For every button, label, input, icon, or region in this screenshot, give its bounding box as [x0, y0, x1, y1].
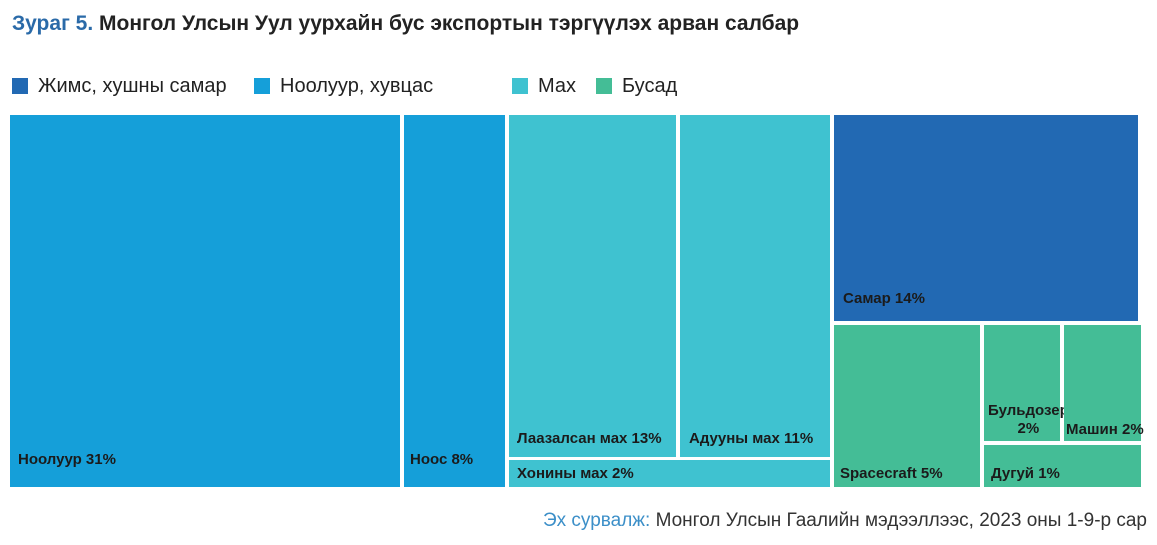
source-text: Монгол Улсын Гаалийн мэдээллээс, 2023 он…: [655, 510, 1147, 531]
figure-number: Зураг 5.: [12, 12, 94, 35]
legend-label-meat: Мах: [538, 74, 577, 97]
treemap-tile-7: [834, 325, 980, 487]
legend-swatch-nuts: [12, 78, 28, 94]
legend-label-nuts: Жимс, хушны самар: [38, 74, 227, 97]
legend-item-meat: Мах: [512, 74, 576, 98]
treemap-tile-label-line: 2%: [1017, 420, 1040, 437]
treemap-tile-3: [509, 115, 676, 457]
chart-title-text: Монгол Улсын Уул уурхайн бус экспортын т…: [99, 12, 800, 35]
treemap-tile-9: [1064, 325, 1141, 441]
source-label: Эх сурвалж:: [542, 510, 651, 531]
legend-swatch-meat: [512, 78, 528, 94]
treemap-tile-label-2: Ноос 8%: [410, 451, 474, 468]
chart-title: Зураг 5. Монгол Улсын Уул уурхайн бус эк…: [12, 12, 799, 36]
treemap-tile-label-3: Лаазалсан мах 13%: [517, 430, 662, 447]
treemap-tile-5: [509, 460, 830, 487]
treemap-tile-2: [404, 115, 505, 487]
treemap-tile-6: [834, 115, 1138, 321]
treemap-tile-label-9: Машин 2%: [1066, 421, 1144, 438]
treemap-tile-label-line: Бульдозер: [988, 402, 1069, 419]
legend-item-other: Бусад: [596, 74, 677, 98]
treemap-tile-8: [984, 325, 1060, 441]
treemap-tile-label-10: Дугуй 1%: [991, 465, 1060, 482]
legend-item-cashmere: Ноолуур, хувцас: [254, 74, 433, 98]
source-note: Эх сурвалж: Монгол Улсын Гаалийн мэдээлл…: [543, 510, 1147, 532]
treemap-tile-label-7: Spacecraft 5%: [840, 465, 943, 482]
legend-item-nuts: Жимс, хушны самар: [12, 74, 227, 98]
treemap-tile-4: [680, 115, 830, 457]
treemap-tile-10: [984, 445, 1141, 487]
treemap-tile-label-5: Хонины мах 2%: [517, 465, 634, 482]
legend-label-other: Бусад: [622, 74, 678, 97]
legend-label-cashmere: Ноолуур, хувцас: [280, 74, 434, 97]
legend-swatch-other: [596, 78, 612, 94]
legend-swatch-cashmere: [254, 78, 270, 94]
treemap-tile-label-4: Адууны мах 11%: [689, 430, 814, 447]
treemap-tile-1: [10, 115, 400, 487]
treemap-tile-label-1: Ноолуур 31%: [18, 451, 116, 468]
treemap-tile-label-6: Самар 14%: [843, 290, 925, 307]
treemap-tile-label-8: Бульдозер 2%: [988, 402, 1069, 438]
